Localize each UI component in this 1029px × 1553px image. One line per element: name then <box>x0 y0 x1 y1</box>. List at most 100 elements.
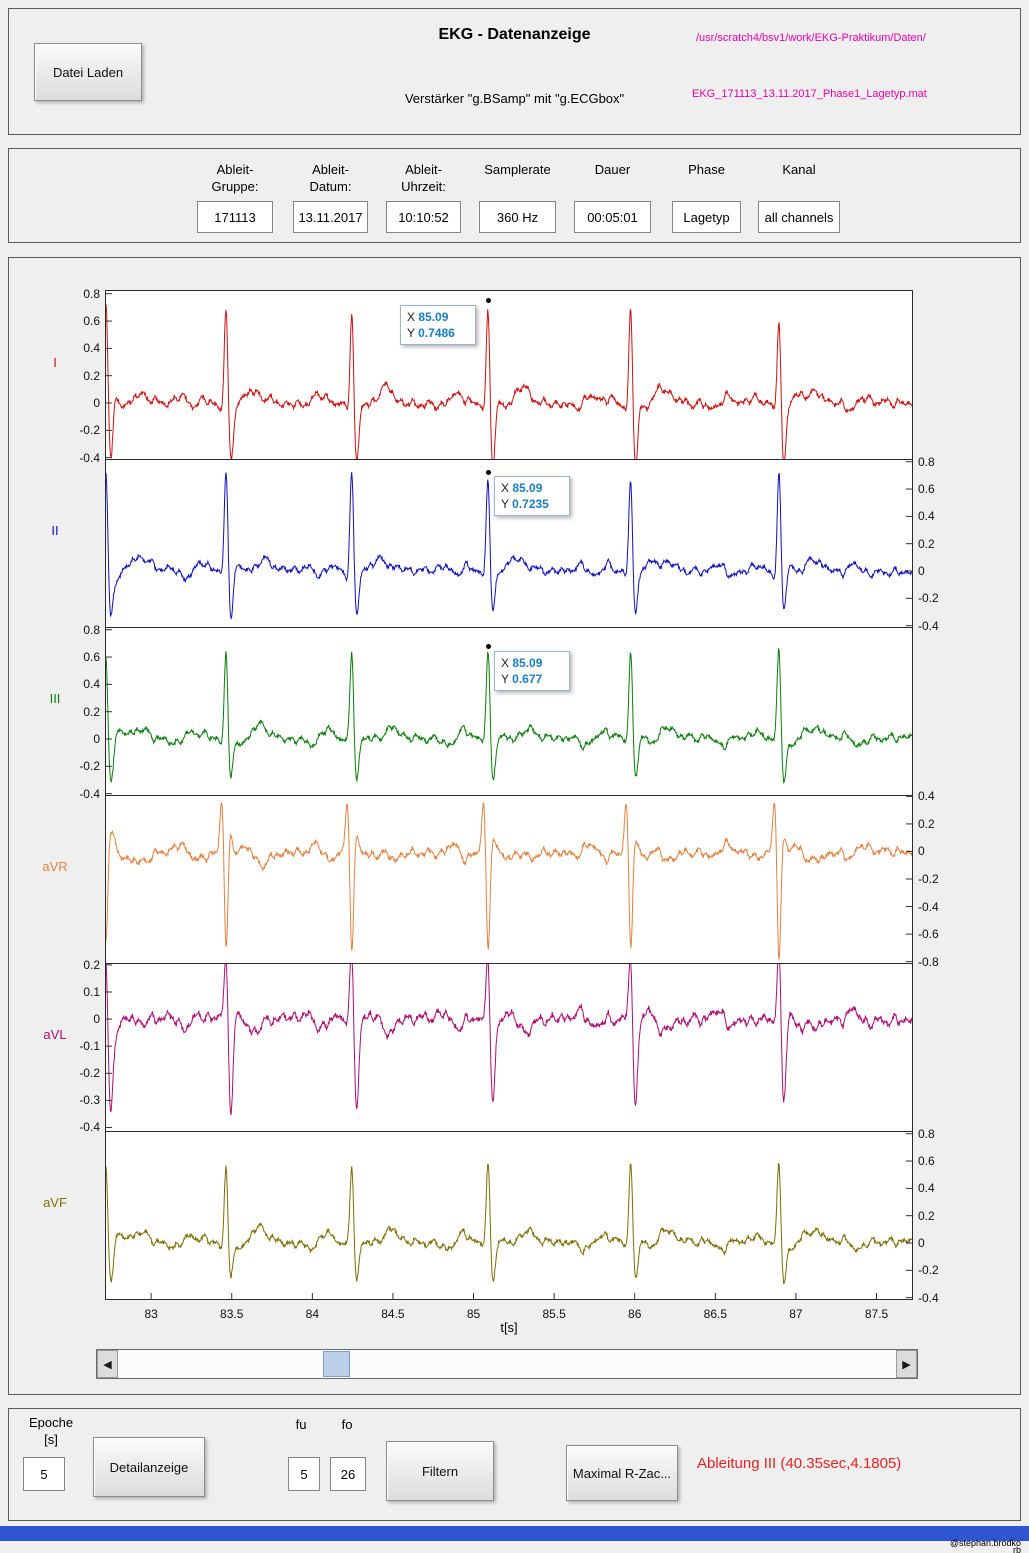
x-tick-label: 83.5 <box>220 1307 244 1321</box>
y-tick-label: -0.3 <box>79 1093 100 1108</box>
y-tick-label: 0.2 <box>918 816 935 831</box>
taskbar-strip <box>0 1526 1029 1541</box>
lead-label-aVL: aVL <box>43 1027 67 1042</box>
y-tick-label: -0.8 <box>918 954 939 969</box>
ecg-trace-III <box>106 647 912 785</box>
y-tick-label: 0.4 <box>83 341 100 356</box>
datatip-I[interactable]: X 85.09 Y 0.7486 <box>400 304 477 345</box>
y-tick-label: 0 <box>93 1012 100 1027</box>
subplot-divider <box>105 627 913 628</box>
y-tick-label: 0 <box>918 844 925 859</box>
info-value-kanal[interactable]: all channels <box>758 201 840 233</box>
datei-laden-button[interactable]: Datei Laden <box>34 43 142 101</box>
time-scrollbar[interactable]: ◀ ▶ <box>96 1349 918 1379</box>
filtern-button[interactable]: Filtern <box>386 1441 494 1501</box>
datatip-y-value: Y 0.7235 <box>501 497 549 512</box>
y-tick-label: 0.1 <box>83 984 100 999</box>
y-tick-label: -0.2 <box>79 423 100 438</box>
y-tick-label: 0 <box>918 1236 925 1250</box>
y-tick-label: 0.8 <box>83 286 100 301</box>
y-tick-label: -0.4 <box>918 1290 939 1305</box>
info-panel: Ableit-Gruppe: 171113 Ableit-Datum: 13.1… <box>8 148 1021 243</box>
info-label-ableit-datum: Ableit-Datum: <box>309 162 352 194</box>
ecg-trace-I <box>106 304 912 459</box>
scrollbar-right-arrow-icon[interactable]: ▶ <box>896 1350 917 1378</box>
info-label-phase: Phase <box>688 162 725 177</box>
x-tick-label: 87 <box>789 1307 803 1321</box>
y-tick-label: -0.2 <box>79 1066 100 1081</box>
y-tick-label: 0 <box>918 564 925 578</box>
info-value-phase[interactable]: Lagetyp <box>672 201 741 233</box>
x-tick-label: 85 <box>466 1307 481 1321</box>
epoche-unit-label: [s] <box>44 1432 58 1447</box>
datatip-II[interactable]: X 85.09 Y 0.7235 <box>494 476 571 517</box>
scrollbar-left-arrow-icon[interactable]: ◀ <box>97 1350 118 1378</box>
x-tick-label: 85.5 <box>542 1307 566 1321</box>
y-tick-label: 0.6 <box>918 1154 935 1169</box>
info-value-dauer[interactable]: 00:05:01 <box>574 201 651 233</box>
y-tick-label: -0.1 <box>79 1039 100 1054</box>
ecg-trace-aVF <box>106 1163 912 1285</box>
ecg-trace-II <box>106 472 912 621</box>
scrollbar-thumb[interactable] <box>322 1351 350 1377</box>
info-value-ableit-gruppe[interactable]: 171113 <box>197 201 273 233</box>
x-tick-label: 84 <box>305 1307 320 1321</box>
fo-input[interactable]: 26 <box>330 1457 366 1491</box>
y-tick-label: 0.2 <box>918 536 935 551</box>
detailanzeige-button[interactable]: Detailanzeige <box>93 1437 205 1497</box>
x-tick-label: 83 <box>144 1307 158 1321</box>
app-subtitle: Verstärker "g.BSamp" mit "g.ECGbox" <box>404 91 625 106</box>
y-tick-label: 0.8 <box>918 454 935 469</box>
y-tick-label: 0.2 <box>918 1208 935 1223</box>
y-tick-label: -0.2 <box>79 759 100 774</box>
ecg-subplot-aVR <box>106 795 912 963</box>
datatip-x-value: X 85.09 <box>501 481 543 496</box>
y-tick-label: -0.4 <box>79 786 100 801</box>
ecg-trace-aVR <box>106 802 912 960</box>
datatip-III[interactable]: X 85.09 Y 0.677 <box>494 650 571 691</box>
lead-label-III: III <box>49 691 61 706</box>
ecg-subplot-aVF <box>106 1133 912 1299</box>
y-tick-label: -0.2 <box>918 1263 939 1278</box>
lead-label-aVF: aVF <box>43 1195 67 1210</box>
epoche-label: Epoche <box>28 1415 74 1430</box>
fu-input[interactable]: 5 <box>288 1457 320 1491</box>
file-path-directory: /usr/scratch4/bsv1/work/EKG-Praktikum/Da… <box>696 32 926 44</box>
analysis-status-text: Ableitung III (40.35sec,4.1805) <box>697 1455 902 1472</box>
datatip-marker-I[interactable] <box>485 298 491 304</box>
info-value-ableit-uhrzeit[interactable]: 10:10:52 <box>386 201 461 233</box>
ecg-subplot-III <box>106 629 912 795</box>
subplot-divider <box>105 459 913 460</box>
y-tick-label: -0.2 <box>918 872 939 886</box>
epoche-input[interactable]: 5 <box>23 1457 65 1491</box>
y-tick-label: 0 <box>93 732 100 746</box>
x-tick-label: 87.5 <box>864 1307 889 1321</box>
maximal-r-zacken-button[interactable]: Maximal R-Zac... <box>566 1445 678 1501</box>
y-tick-label: 0.4 <box>918 1181 935 1196</box>
datatip-marker-III[interactable] <box>485 644 491 650</box>
info-value-ableit-datum[interactable]: 13.11.2017 <box>293 201 368 233</box>
fu-label: fu <box>295 1417 307 1432</box>
datatip-marker-II[interactable] <box>485 469 491 475</box>
y-tick-label: -0.4 <box>918 899 939 914</box>
y-tick-label: 0.4 <box>83 677 100 692</box>
y-tick-label: 0.4 <box>918 789 935 804</box>
y-tick-label: 0.2 <box>83 704 100 719</box>
ecg-subplot-I <box>106 293 912 459</box>
y-tick-label: 0 <box>93 396 100 410</box>
lead-label-II: II <box>51 523 59 538</box>
y-tick-label: -0.4 <box>79 1120 100 1135</box>
y-tick-label: 0.8 <box>918 1126 935 1141</box>
y-tick-label: 0.2 <box>83 957 100 972</box>
app-title: EKG - Datenanzeige <box>438 26 591 43</box>
scrollbar-track[interactable] <box>118 1350 896 1378</box>
y-tick-label: -0.4 <box>918 618 939 633</box>
y-tick-label: 0.6 <box>83 314 100 329</box>
file-path-filename: EKG_171113_13.11.2017_Phase1_Lagetyp.mat <box>692 88 927 100</box>
info-value-samplerate[interactable]: 360 Hz <box>479 201 556 233</box>
datatip-y-value: Y 0.677 <box>501 671 543 686</box>
ecg-subplot-II <box>106 461 912 627</box>
info-label-ableit-uhrzeit: Ableit-Uhrzeit: <box>401 162 446 194</box>
lead-label-aVR: aVR <box>42 859 68 874</box>
